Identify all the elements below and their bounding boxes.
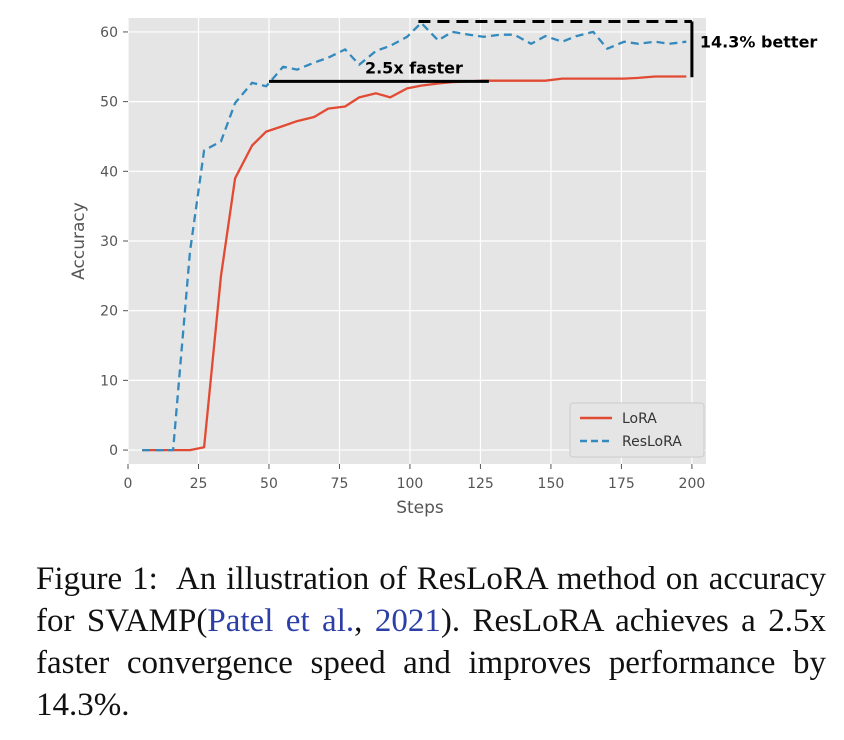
y-tick-label: 0 xyxy=(109,443,118,459)
x-tick-label: 175 xyxy=(608,476,635,492)
y-tick-label: 10 xyxy=(100,373,118,389)
series-line-reslora xyxy=(142,21,687,452)
citation-separator: , xyxy=(354,603,375,639)
citation-year-link[interactable]: 2021 xyxy=(374,603,441,639)
y-tick-label: 60 xyxy=(100,25,118,41)
legend-label-reslora: ResLoRA xyxy=(622,434,682,450)
faster-annotation-label: 2.5x faster xyxy=(365,58,463,77)
citation-author-link[interactable]: Patel et al. xyxy=(207,603,355,639)
x-tick-label: 0 xyxy=(124,476,133,492)
y-tick-label: 30 xyxy=(100,234,118,250)
y-tick-label: 20 xyxy=(100,304,118,320)
x-axis-ticks: 0 25 50 75 100 125 150 175 200 xyxy=(124,464,706,492)
y-tick-label: 50 xyxy=(100,95,118,111)
annotations: 2.5x faster 14.3% better xyxy=(268,19,818,83)
series-lines xyxy=(142,21,687,452)
caption-label: Figure 1: xyxy=(36,561,158,597)
legend-label-lora: LoRA xyxy=(622,411,657,427)
x-tick-label: 100 xyxy=(397,476,424,492)
x-tick-label: 150 xyxy=(538,476,565,492)
legend-box xyxy=(569,402,705,458)
y-axis-title: Accuracy xyxy=(69,202,89,280)
x-tick-label: 50 xyxy=(260,476,278,492)
legend: LoRA ResLoRA xyxy=(569,402,705,458)
figure-caption: Figure 1: An illustration of ResLoRA met… xyxy=(36,558,826,726)
caption-text-after: ). ResLoRA achieves a 2.5x faster conver… xyxy=(36,603,826,723)
x-tick-label: 200 xyxy=(679,476,706,492)
better-annotation-label: 14.3% better xyxy=(700,32,818,51)
x-tick-label: 25 xyxy=(190,476,208,492)
x-tick-label: 75 xyxy=(331,476,349,492)
y-axis-ticks: 0 10 20 30 40 50 60 xyxy=(100,25,128,459)
x-axis-title: Steps xyxy=(396,498,444,518)
accuracy-line-chart: 0 25 50 75 100 125 150 175 200 0 10 20 30 40 50 60 Ste… xyxy=(69,18,818,518)
series-line-lora xyxy=(142,75,687,452)
y-tick-label: 40 xyxy=(100,164,118,180)
caption-text-before: An illustration of ResLoRA method on acc… xyxy=(36,561,827,639)
x-tick-label: 125 xyxy=(467,476,494,492)
